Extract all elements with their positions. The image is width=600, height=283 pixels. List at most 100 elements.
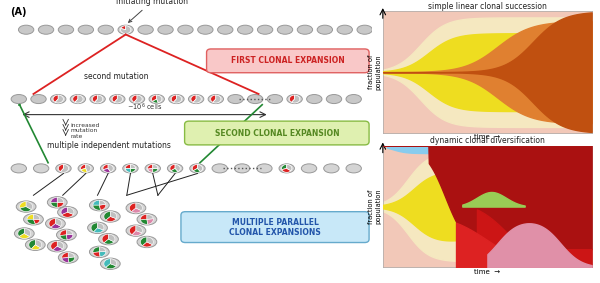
Wedge shape: [51, 197, 57, 202]
Text: (A): (A): [10, 7, 26, 17]
Ellipse shape: [228, 95, 243, 104]
Wedge shape: [147, 214, 154, 219]
Title: dynamic clonal diversification: dynamic clonal diversification: [430, 136, 545, 145]
Wedge shape: [282, 168, 291, 172]
Wedge shape: [171, 168, 178, 172]
Wedge shape: [18, 228, 24, 236]
Wedge shape: [51, 241, 57, 250]
Ellipse shape: [145, 164, 160, 173]
Wedge shape: [110, 259, 117, 266]
Ellipse shape: [238, 25, 253, 34]
Ellipse shape: [78, 25, 94, 34]
Ellipse shape: [126, 225, 146, 236]
Wedge shape: [148, 168, 153, 172]
Wedge shape: [170, 164, 175, 171]
Wedge shape: [152, 99, 158, 103]
Wedge shape: [281, 164, 287, 170]
Ellipse shape: [58, 25, 74, 34]
Ellipse shape: [346, 164, 361, 173]
Ellipse shape: [31, 95, 46, 104]
Wedge shape: [136, 203, 142, 211]
Wedge shape: [100, 200, 106, 205]
Wedge shape: [31, 245, 40, 250]
Wedge shape: [152, 95, 157, 101]
Wedge shape: [19, 233, 29, 239]
Wedge shape: [109, 234, 115, 242]
Text: ~10$^6$ cells: ~10$^6$ cells: [127, 102, 163, 113]
Ellipse shape: [110, 95, 125, 104]
Ellipse shape: [178, 25, 193, 34]
Wedge shape: [100, 204, 106, 210]
Ellipse shape: [100, 258, 120, 269]
Ellipse shape: [158, 25, 173, 34]
Ellipse shape: [126, 202, 146, 214]
Wedge shape: [112, 95, 118, 102]
Wedge shape: [132, 95, 137, 102]
Wedge shape: [140, 219, 148, 224]
Ellipse shape: [16, 201, 36, 212]
Wedge shape: [94, 228, 103, 233]
Wedge shape: [130, 203, 136, 212]
Wedge shape: [153, 164, 158, 168]
Ellipse shape: [123, 164, 138, 173]
Text: second mutation: second mutation: [83, 72, 148, 81]
Ellipse shape: [58, 252, 78, 263]
Wedge shape: [68, 257, 74, 262]
Wedge shape: [110, 211, 117, 218]
Wedge shape: [193, 168, 200, 172]
Wedge shape: [95, 95, 103, 103]
Y-axis label: fraction of
population: fraction of population: [368, 54, 382, 90]
Wedge shape: [104, 259, 110, 267]
Wedge shape: [100, 251, 106, 257]
Wedge shape: [81, 168, 88, 172]
Ellipse shape: [19, 25, 34, 34]
Wedge shape: [130, 164, 136, 168]
Wedge shape: [173, 95, 182, 103]
Wedge shape: [114, 95, 122, 103]
Wedge shape: [100, 247, 106, 252]
Ellipse shape: [257, 164, 272, 173]
Wedge shape: [49, 218, 55, 227]
Wedge shape: [93, 247, 100, 252]
Wedge shape: [148, 164, 153, 169]
Ellipse shape: [56, 229, 76, 241]
Wedge shape: [58, 164, 64, 171]
Wedge shape: [140, 237, 147, 246]
Wedge shape: [153, 168, 158, 172]
Wedge shape: [175, 164, 180, 171]
Ellipse shape: [197, 25, 213, 34]
Wedge shape: [213, 95, 221, 103]
Wedge shape: [34, 219, 40, 224]
Ellipse shape: [90, 95, 105, 104]
Wedge shape: [57, 202, 64, 207]
FancyBboxPatch shape: [185, 121, 369, 145]
Wedge shape: [136, 226, 142, 233]
Ellipse shape: [257, 25, 273, 34]
Ellipse shape: [100, 164, 116, 173]
Wedge shape: [287, 164, 292, 171]
Ellipse shape: [47, 241, 67, 252]
Wedge shape: [91, 223, 97, 232]
Wedge shape: [53, 95, 58, 102]
Wedge shape: [130, 226, 136, 235]
Ellipse shape: [38, 25, 54, 34]
Wedge shape: [192, 164, 197, 171]
Ellipse shape: [323, 164, 339, 173]
Ellipse shape: [14, 228, 34, 239]
Ellipse shape: [78, 164, 94, 173]
Wedge shape: [193, 95, 201, 103]
Text: mutation: mutation: [70, 128, 97, 133]
Text: rate: rate: [70, 134, 82, 139]
Ellipse shape: [277, 25, 293, 34]
Y-axis label: fraction of
population: fraction of population: [368, 189, 382, 224]
Ellipse shape: [212, 164, 227, 173]
FancyBboxPatch shape: [206, 49, 369, 73]
Wedge shape: [93, 252, 100, 257]
Wedge shape: [53, 246, 62, 251]
Ellipse shape: [188, 95, 204, 104]
Text: increased: increased: [70, 123, 100, 128]
Ellipse shape: [88, 222, 107, 233]
Ellipse shape: [56, 164, 71, 173]
Wedge shape: [125, 164, 130, 168]
Ellipse shape: [50, 95, 66, 104]
